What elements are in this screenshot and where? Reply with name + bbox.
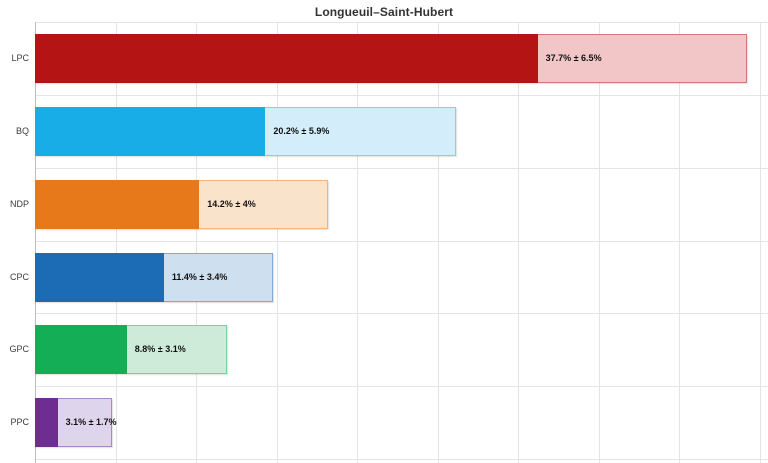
gridline-vertical xyxy=(759,22,761,463)
plot-area: 37.7% ± 6.5% 20.2% ± 5.9% 14.2% ± 4% 11.4% … xyxy=(35,22,768,463)
bar-solid-ppc xyxy=(35,398,58,448)
gridline-horizontal xyxy=(35,313,768,315)
value-label: 3.1% ± 1.7% xyxy=(65,417,117,428)
gridline-horizontal xyxy=(35,459,768,460)
gridline-vertical xyxy=(115,22,117,463)
gridline-vertical xyxy=(276,22,278,463)
gridline-vertical xyxy=(518,22,520,463)
gridline-horizontal xyxy=(35,22,768,23)
category-label-cpc: CPC xyxy=(9,271,29,282)
y-axis-line xyxy=(35,22,36,463)
category-label-bq: BQ xyxy=(15,125,29,136)
gridline-horizontal xyxy=(35,94,768,96)
value-label: 20.2% ± 5.9% xyxy=(273,125,330,136)
bar-solid-lpc xyxy=(35,34,538,83)
gridline-horizontal xyxy=(35,386,768,388)
gridline-vertical xyxy=(357,22,359,463)
bar-solid-gpc xyxy=(35,325,127,375)
bar-solid-ndp xyxy=(35,179,200,229)
category-label-gpc: GPC xyxy=(9,344,29,355)
gridline-horizontal xyxy=(35,240,768,242)
gridline-horizontal xyxy=(35,167,768,169)
gridline-vertical xyxy=(437,22,439,463)
gridline-vertical xyxy=(196,22,198,463)
bar-solid-bq xyxy=(35,106,266,156)
gridline-vertical xyxy=(679,22,681,463)
value-label: 8.8% ± 3.1% xyxy=(134,344,186,355)
value-label: 37.7% ± 6.5% xyxy=(545,53,602,63)
category-label-ndp: NDP xyxy=(9,198,29,209)
category-label-ppc: PPC xyxy=(10,417,29,428)
chart-title: Longueuil–Saint-Hubert xyxy=(314,5,454,19)
category-label-lpc: LPC xyxy=(11,53,29,63)
bar-solid-cpc xyxy=(35,252,164,302)
gridline-vertical xyxy=(598,22,600,463)
value-label: 14.2% ± 4% xyxy=(207,198,256,209)
value-label: 11.4% ± 3.4% xyxy=(171,271,228,282)
